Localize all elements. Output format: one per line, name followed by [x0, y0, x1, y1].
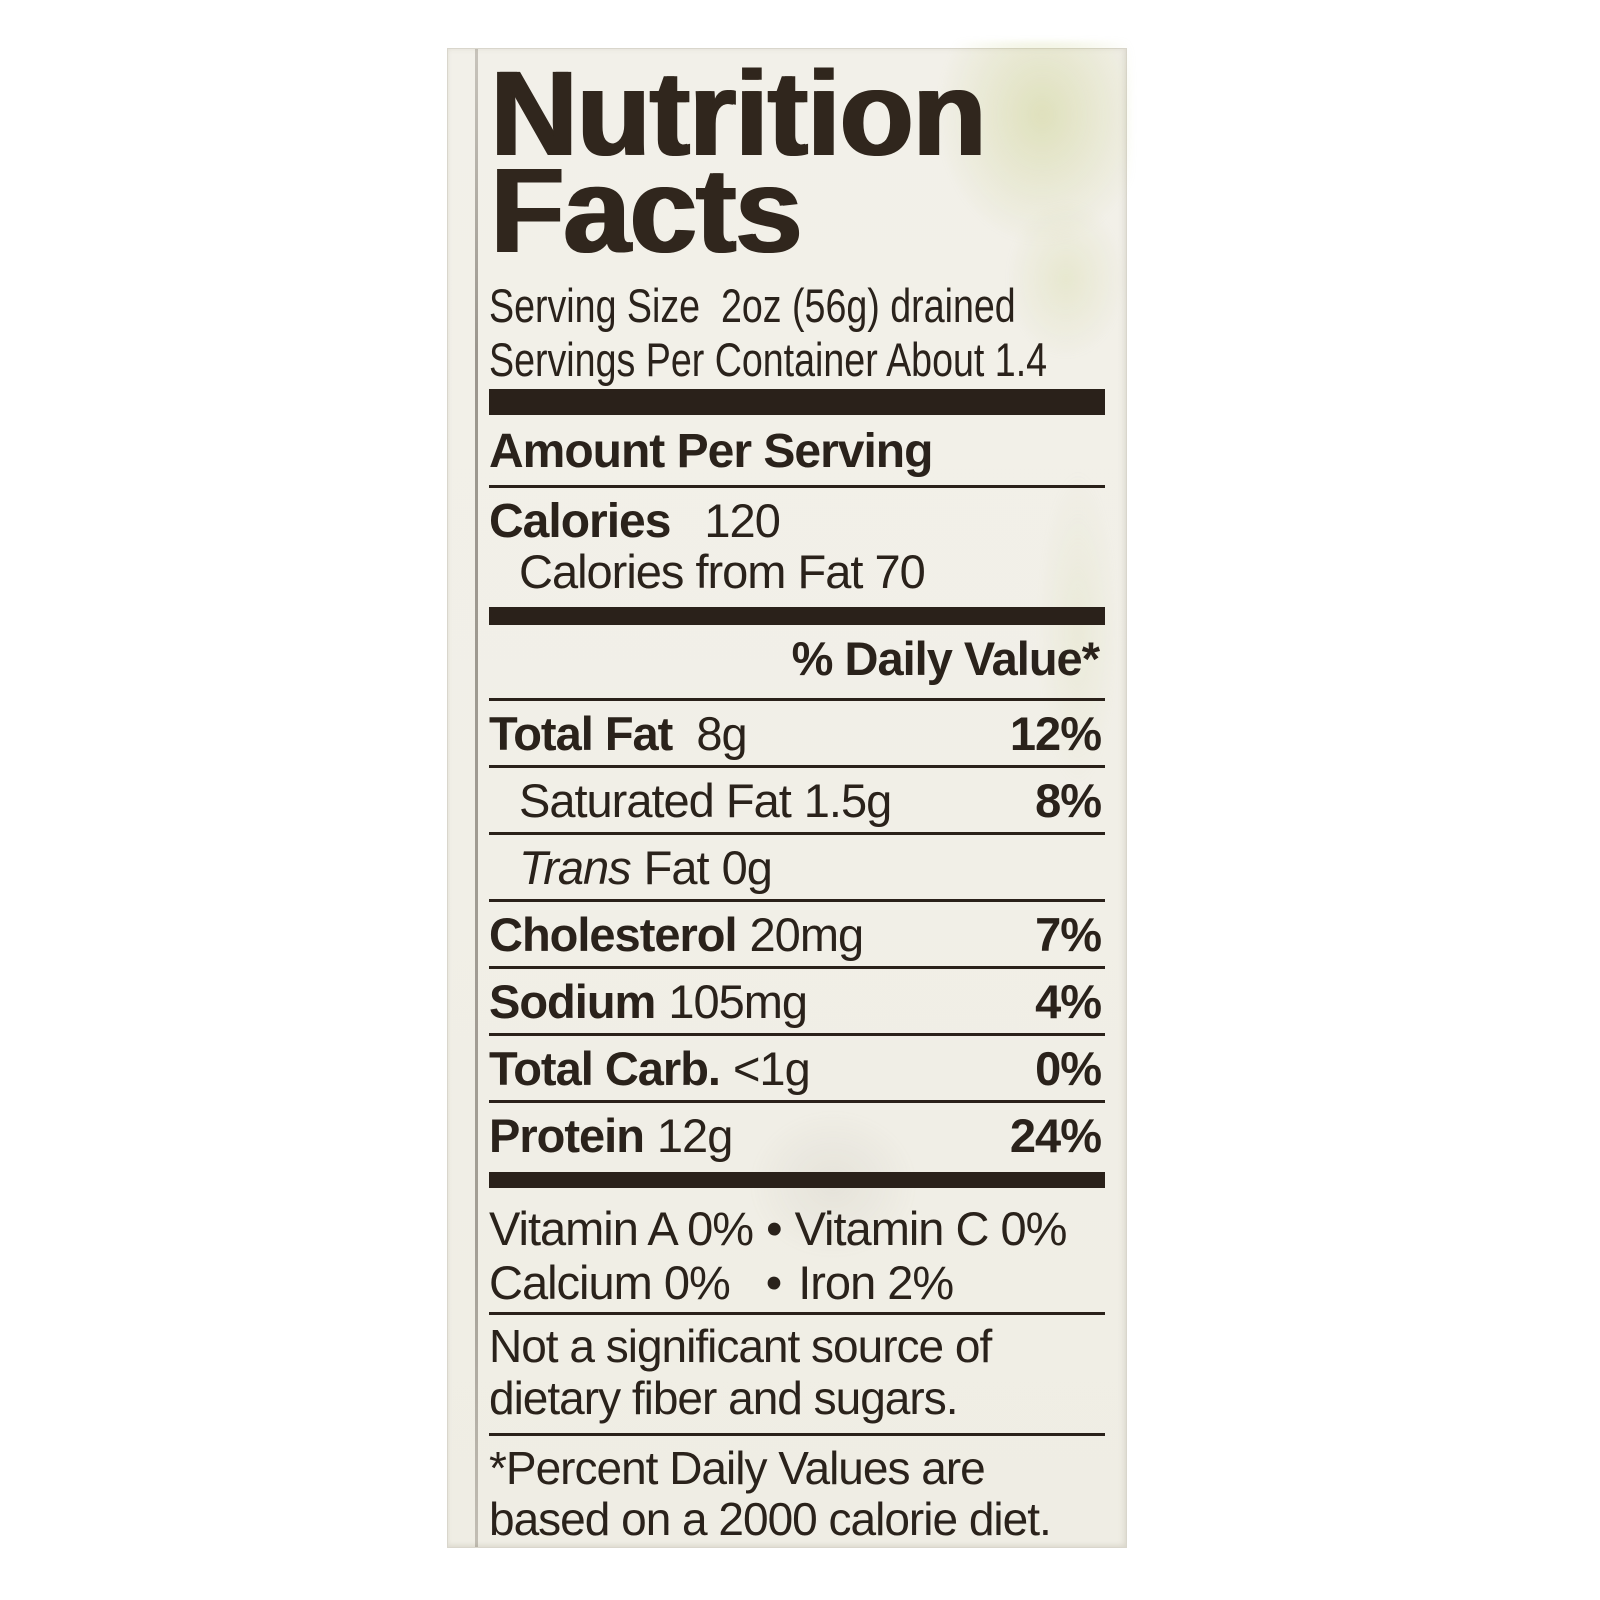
title-line-1: Nutrition [489, 45, 985, 181]
divider-thin [489, 1100, 1105, 1103]
daily-value-footnote: *Percent Daily Values are based on a 200… [489, 1443, 1105, 1545]
note-line-2: dietary fiber and sugars. [489, 1372, 959, 1424]
nutrient-amount: 105mg [668, 974, 808, 1028]
nutrient-name: Protein [489, 1108, 645, 1162]
nutrient-row-protein: Protein 12g 24% [489, 1103, 1105, 1167]
footnote-line-2: based on a 2000 calorie diet. [489, 1493, 1052, 1545]
calories-label: Calories [489, 495, 671, 548]
vitamin-c: Vitamin C 0% [794, 1202, 1068, 1255]
label-left-crease [475, 49, 478, 1547]
label-content: Nutrition Facts Serving Size 2oz (56g) d… [489, 49, 1105, 1545]
calories-from-fat: Calories from Fat 70 [519, 545, 926, 598]
nutrient-row-saturated-fat: Saturated Fat 1.5g 8% [489, 768, 1105, 832]
nutrient-name: Saturated Fat [519, 773, 792, 827]
nutrient-amount: 0g [721, 840, 773, 894]
vitamins-section: Vitamin A 0% • Vitamin C 0% Calcium 0% • Iro… [489, 1202, 1105, 1310]
divider-thick-top [489, 389, 1105, 415]
divider-thick-mid [489, 607, 1105, 625]
nutrient-row-cholesterol: Cholesterol 20mg 7% [489, 902, 1105, 966]
servings-per-container: Servings Per Container About 1.4 [489, 333, 1048, 386]
divider-thin [489, 899, 1105, 902]
footnote-line-1: *Percent Daily Values are [489, 1442, 986, 1494]
divider-thin [489, 832, 1105, 835]
daily-value-header: % Daily Value* [791, 632, 1100, 685]
vitamin-line-2: Calcium 0% • Iron 2% [489, 1256, 1105, 1310]
calories-value: 120 [704, 494, 780, 547]
nutrient-row-total-fat: Total Fat 8g 12% [489, 701, 1105, 765]
nutrient-daily-value: 12% [1009, 706, 1102, 760]
divider-thin [489, 966, 1105, 969]
insignificant-note: Not a significant source of dietary fibe… [489, 1320, 1105, 1424]
nutrient-row-sodium: Sodium 105mg 4% [489, 969, 1105, 1033]
serving-info: Serving Size 2oz (56g) drained Servings … [489, 279, 1110, 387]
nutrient-name: Total Fat [489, 706, 673, 760]
divider-thin [489, 765, 1105, 768]
iron: Iron 2% [798, 1256, 954, 1309]
calcium: Calcium 0% [489, 1256, 731, 1309]
nutrient-daily-value: 24% [1009, 1108, 1102, 1162]
title: Nutrition Facts [489, 45, 1105, 278]
nutrient-name-italic: Trans [519, 840, 632, 894]
nutrient-name: Cholesterol [489, 907, 738, 961]
amount-per-serving-heading: Amount Per Serving [489, 425, 933, 478]
divider-thin [489, 1033, 1105, 1036]
nutrient-amount: 1.5g [803, 773, 892, 827]
bullet-separator: • [765, 1256, 783, 1309]
divider-thin [489, 698, 1105, 701]
nutrient-row-trans-fat: Trans Fat 0g [489, 835, 1105, 899]
nutrient-amount: 12g [656, 1108, 733, 1162]
title-line-2: Facts [489, 142, 801, 278]
nutrient-daily-value: 8% [1035, 773, 1102, 827]
bullet-separator: • [766, 1202, 783, 1255]
nutrient-name: Sodium [489, 974, 656, 1028]
divider-thin [489, 1433, 1105, 1436]
note-line-1: Not a significant source of [489, 1320, 992, 1372]
nutrient-daily-value: 7% [1035, 907, 1102, 961]
nutrient-name: Total Carb. [489, 1041, 721, 1095]
nutrition-facts-label: Nutrition Facts Serving Size 2oz (56g) d… [447, 41, 1132, 1548]
nutrient-daily-value: 0% [1035, 1041, 1102, 1095]
divider-thick-bottom [489, 1172, 1105, 1188]
calories-row: Calories 120 [489, 496, 1105, 547]
serving-size: Serving Size 2oz (56g) drained [489, 279, 1016, 332]
vitamin-line-1: Vitamin A 0% • Vitamin C 0% [489, 1202, 1105, 1256]
divider-thin [489, 485, 1105, 488]
nutrient-amount: 20mg [749, 907, 865, 961]
nutrient-amount: <1g [732, 1041, 811, 1095]
nutrient-daily-value: 4% [1035, 974, 1102, 1028]
nutrient-name-rest: Fat [643, 840, 710, 894]
nutrient-amount: 8g [696, 706, 747, 760]
vitamin-a: Vitamin A 0% [489, 1202, 754, 1255]
divider-thin [489, 1312, 1105, 1315]
nutrient-row-total-carb: Total Carb. <1g 0% [489, 1036, 1105, 1100]
